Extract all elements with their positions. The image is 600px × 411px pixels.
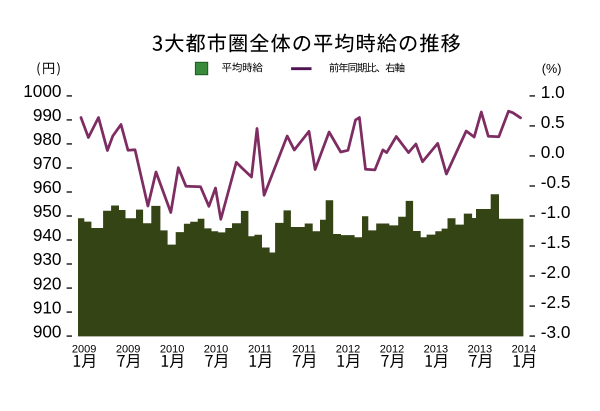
svg-text:950: 950 — [33, 201, 62, 221]
svg-text:-2.0: -2.0 — [541, 262, 571, 282]
svg-text:2010: 2010 — [204, 343, 228, 355]
svg-text:0.0: 0.0 — [541, 142, 565, 162]
svg-text:2012: 2012 — [336, 343, 360, 355]
svg-text:990: 990 — [33, 105, 62, 125]
svg-text:980: 980 — [33, 129, 62, 149]
svg-text:920: 920 — [33, 273, 62, 293]
svg-text:-0.5: -0.5 — [541, 172, 571, 192]
svg-text:2009: 2009 — [72, 343, 96, 355]
svg-text:-3.0: -3.0 — [541, 322, 571, 342]
svg-text:-2.5: -2.5 — [541, 292, 571, 312]
svg-text:940: 940 — [33, 225, 62, 245]
svg-text:2009: 2009 — [116, 343, 140, 355]
svg-text:-1.0: -1.0 — [541, 202, 571, 222]
svg-text:960: 960 — [33, 177, 62, 197]
svg-text:0.5: 0.5 — [541, 112, 565, 132]
svg-text:1.0: 1.0 — [541, 82, 565, 102]
svg-text:2011: 2011 — [292, 343, 316, 355]
svg-text:970: 970 — [33, 153, 62, 173]
svg-text:(%): (%) — [542, 62, 562, 76]
svg-text:900: 900 — [33, 321, 62, 341]
svg-text:2013: 2013 — [468, 343, 492, 355]
svg-text:2012: 2012 — [380, 343, 404, 355]
svg-text:910: 910 — [33, 297, 62, 317]
svg-text:2014: 2014 — [512, 343, 536, 355]
svg-text:-1.5: -1.5 — [541, 232, 571, 252]
svg-text:2013: 2013 — [424, 343, 448, 355]
svg-text:930: 930 — [33, 249, 62, 269]
svg-text:2011: 2011 — [248, 343, 272, 355]
svg-text:1000: 1000 — [23, 81, 61, 101]
svg-text:2010: 2010 — [160, 343, 184, 355]
